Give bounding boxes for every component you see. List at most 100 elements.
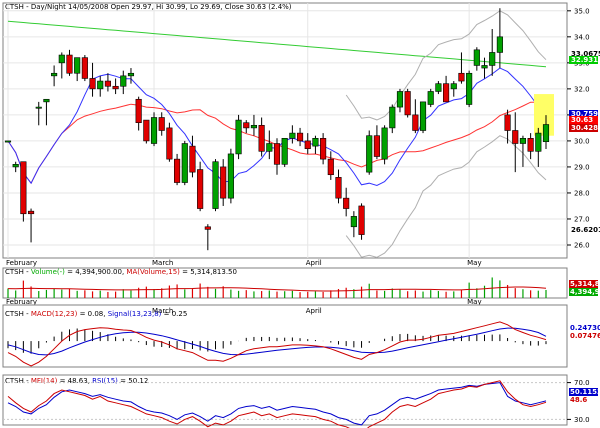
volume-title-ticker: CTSH - xyxy=(5,268,31,276)
macd-line xyxy=(7,321,547,367)
candle-body xyxy=(519,138,527,144)
candle-body xyxy=(12,164,19,168)
candle-body xyxy=(312,138,319,147)
candle-body xyxy=(443,83,450,103)
macd-title-signal-value: = 0.25 xyxy=(161,310,187,318)
macd-month-label: March xyxy=(152,307,173,315)
month-label: February xyxy=(6,259,37,267)
volume-value-badge xyxy=(569,280,598,288)
price-value-badge xyxy=(569,110,598,118)
candle-body xyxy=(174,158,181,183)
candle-body xyxy=(296,132,304,142)
price-tick-label: 27.0 xyxy=(574,215,590,223)
mfi-title-rsi: RSI(15) xyxy=(92,377,118,385)
candle-body xyxy=(473,49,480,66)
candle-body xyxy=(204,226,211,230)
candle-body xyxy=(304,140,311,150)
macd-title-series: MACD(12,23) xyxy=(31,310,78,318)
macd-title: CTSH - MACD(12,23) = 0.08, Signal(13,23,… xyxy=(5,310,187,318)
mfi-value-badge xyxy=(569,388,598,396)
volume-title-ma-value: = 5,314,813.50 xyxy=(180,268,237,276)
price-tick-label: 28.0 xyxy=(574,189,590,197)
price-value-label: 30.63 xyxy=(571,116,593,124)
candle-body xyxy=(66,54,73,74)
macd-value-label: 0.247301 xyxy=(570,324,600,332)
mfi-title-rsi-value: = 50.12 xyxy=(118,377,148,385)
candle-body xyxy=(243,122,250,129)
volume-title-series: Volume(-) xyxy=(31,268,65,276)
macd-title-signal: Signal(13,23,8) xyxy=(108,310,162,318)
macd-value-label: 0.0747671 xyxy=(570,332,600,340)
mfi-title-series: MFI(14) xyxy=(31,377,58,385)
candle-body xyxy=(220,166,227,199)
ma-long-line xyxy=(7,20,547,68)
candle-body xyxy=(166,127,173,160)
price-tick-label: 35.0 xyxy=(574,7,590,15)
mfi-value-badge xyxy=(569,396,598,404)
volume-value-label: 4,394,900 xyxy=(570,288,600,296)
volume-month-label: February xyxy=(6,298,37,306)
candle-body xyxy=(120,75,127,87)
candle-body xyxy=(542,124,550,142)
candle-body xyxy=(150,117,158,144)
candle-body xyxy=(158,117,165,131)
mfi-title-ticker: CTSH - xyxy=(5,377,31,385)
candle-body xyxy=(81,57,88,79)
price-value-label: 33.0675 xyxy=(571,50,600,58)
candle-body xyxy=(358,205,365,235)
mfi-value-label: 48.6 xyxy=(570,396,587,404)
candle-body xyxy=(43,98,50,103)
candle-body xyxy=(89,78,96,90)
mfi-title: CTSH - MFI(14) = 48.63, RSI(15) = 50.12 xyxy=(5,377,148,385)
price-value-label: 32.9311 xyxy=(571,56,600,64)
candle-body xyxy=(112,85,119,90)
price-value-badge xyxy=(569,56,598,64)
candle-body xyxy=(419,101,427,131)
price-value-badge xyxy=(569,116,598,124)
mfi-value-label: 50.1152 xyxy=(570,388,600,396)
price-value-badge xyxy=(569,124,598,132)
candle-body xyxy=(381,127,388,160)
macd-title-value: = 0.08, xyxy=(77,310,107,318)
candle-body xyxy=(366,135,373,173)
price-value-label: 26.6201 xyxy=(571,226,600,234)
candle-body xyxy=(212,161,219,209)
candle-body xyxy=(197,169,204,209)
candle-body xyxy=(97,80,104,90)
macd-value-badge xyxy=(569,324,598,332)
price-tick-label: 34.0 xyxy=(574,33,590,41)
candle-body xyxy=(450,83,457,90)
candle-body xyxy=(258,124,265,152)
mfi-title-value: = 48.63, xyxy=(57,377,92,385)
candle-body xyxy=(266,143,273,152)
candle-body xyxy=(235,119,242,155)
candle-body xyxy=(350,216,357,228)
volume-month-label: May xyxy=(467,298,481,306)
candle-body xyxy=(496,36,503,53)
candle-body xyxy=(51,72,58,77)
mfi-tick-label: 70.0 xyxy=(574,379,590,387)
month-label: May xyxy=(467,259,481,267)
candle-body xyxy=(189,145,196,173)
volume-title-value: = 4,394,900.00, xyxy=(65,268,127,276)
price-value-badge xyxy=(569,226,598,234)
candle-body xyxy=(504,114,511,131)
volume-value-badge xyxy=(569,288,598,296)
candle-body xyxy=(512,130,519,144)
candle-body xyxy=(250,124,258,129)
mfi-tick-label: 30.0 xyxy=(574,416,590,424)
candle-body xyxy=(535,132,542,152)
price-tick-label: 26.0 xyxy=(574,241,590,249)
candle-body xyxy=(404,91,411,116)
candle-body xyxy=(27,210,35,215)
candle-body xyxy=(289,132,296,139)
month-label: March xyxy=(152,259,173,267)
macd-panel: CTSH - MACD(12,23) = 0.08, Signal(13,23,… xyxy=(2,304,600,368)
price-value-label: 30.4287 xyxy=(571,124,600,132)
candle-body xyxy=(389,106,396,129)
macd-title-ticker: CTSH - xyxy=(5,310,31,318)
candle-body xyxy=(58,54,65,64)
candle-body xyxy=(143,119,150,142)
price-value-badge xyxy=(569,50,598,58)
